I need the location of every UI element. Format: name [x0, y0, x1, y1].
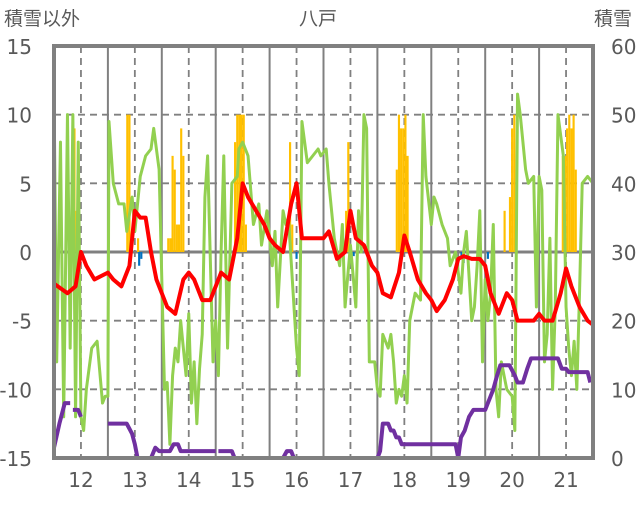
- chart-title: 八戸: [299, 8, 337, 30]
- left-axis-label: 積雪以外: [4, 8, 80, 30]
- y-tick-label-left: 10: [7, 104, 32, 128]
- y-tick-label-right: 10: [611, 378, 636, 402]
- y-tick-label-left: -10: [0, 378, 32, 402]
- precip-bar: [169, 238, 172, 252]
- negative-bar: [352, 252, 355, 257]
- precip-bar: [167, 238, 170, 252]
- precip-bar: [397, 114, 401, 253]
- green-line: [52, 87, 595, 446]
- precip-bar: [347, 142, 350, 252]
- x-tick-label: 18: [392, 468, 417, 492]
- y-tick-label-right: 50: [611, 104, 636, 128]
- x-tick-label: 20: [499, 468, 524, 492]
- precip-bar: [406, 155, 409, 252]
- precip-bar: [400, 128, 403, 252]
- precip-bar: [177, 224, 181, 252]
- precip-bar: [173, 169, 176, 252]
- precip-bar: [289, 142, 292, 252]
- x-tick-label: 14: [176, 468, 201, 492]
- x-tick-label: 17: [338, 468, 363, 492]
- x-tick-label: 19: [446, 468, 471, 492]
- red-line: [52, 181, 595, 327]
- precip-bar: [128, 114, 131, 253]
- negative-bar: [140, 252, 143, 259]
- precip-bar: [566, 128, 569, 252]
- plot-frame: [52, 44, 595, 460]
- negative-bar: [295, 252, 298, 259]
- negative-bar: [460, 252, 463, 258]
- precip-bar: [182, 155, 185, 252]
- snow-depth-line: [72, 407, 83, 418]
- y-tick-label-right: 40: [611, 172, 636, 196]
- y-tick-label-right: 0: [611, 447, 624, 471]
- precip-bar: [180, 128, 183, 252]
- precip-bar: [511, 128, 514, 252]
- precip-bar: [238, 114, 241, 253]
- precip-bar: [234, 142, 237, 252]
- precip-bar: [402, 128, 405, 252]
- y-tick-label-left: -15: [0, 447, 32, 471]
- negative-bar: [486, 252, 489, 259]
- x-tick-label: 16: [284, 468, 309, 492]
- precip-bar: [570, 128, 573, 252]
- precip-bar: [137, 238, 140, 252]
- precip-bar: [503, 210, 506, 252]
- right-axis-label: 積雪: [594, 8, 632, 30]
- precip-bar: [574, 169, 577, 252]
- y-tick-label-left: 5: [19, 172, 32, 196]
- precip-bar: [171, 155, 174, 252]
- precip-bar: [244, 224, 247, 252]
- y-tick-label-left: -5: [12, 310, 32, 334]
- y-tick-label-right: 60: [611, 35, 636, 59]
- precip-bar: [404, 114, 407, 253]
- precip-bar: [513, 114, 516, 253]
- y-tick-label-left: 0: [19, 241, 32, 265]
- precip-bar: [395, 169, 398, 252]
- snow-depth-line: [52, 401, 71, 449]
- precip-bar: [572, 114, 575, 253]
- negative-bar: [138, 252, 141, 266]
- y-tick-label-right: 30: [611, 241, 636, 265]
- y-tick-label-left: 15: [7, 35, 32, 59]
- x-tick-label: 21: [553, 468, 578, 492]
- precip-bar: [568, 114, 571, 253]
- precip-bar: [291, 224, 294, 252]
- precip-bar: [126, 114, 129, 253]
- precip-bar: [508, 197, 512, 252]
- y-tick-label-right: 20: [611, 310, 636, 334]
- precip-bar: [236, 114, 239, 253]
- x-tick-label: 12: [68, 468, 93, 492]
- x-tick-label: 13: [122, 468, 147, 492]
- snow-depth-line: [107, 421, 216, 460]
- x-tick-label: 15: [230, 468, 255, 492]
- precip-bar: [175, 224, 178, 252]
